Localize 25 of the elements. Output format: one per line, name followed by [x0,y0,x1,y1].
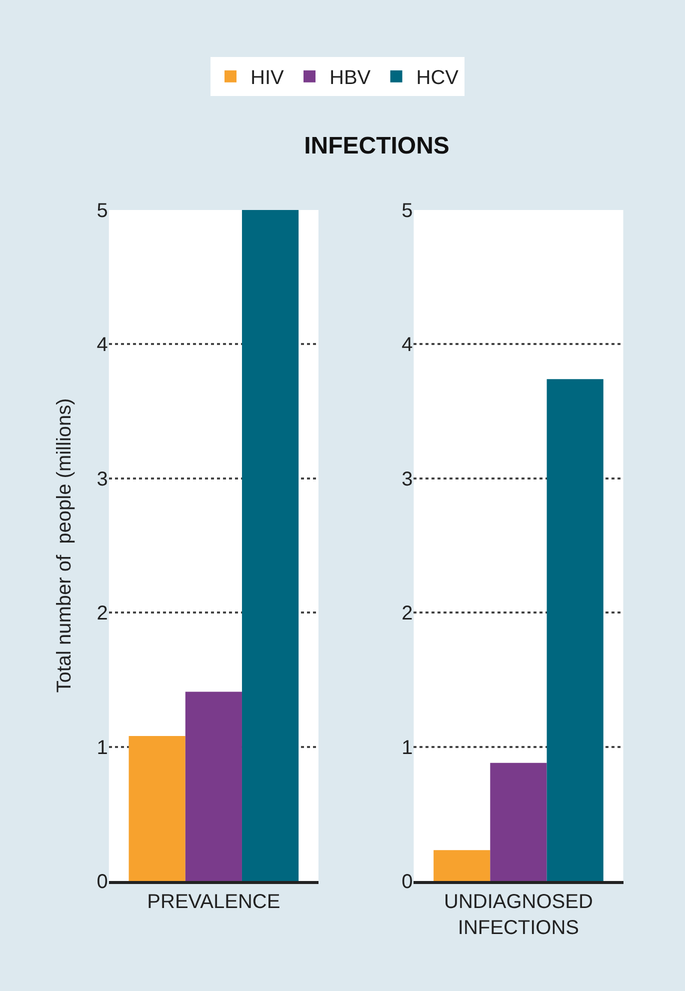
x-tick-label: PREVALENCE [147,891,280,913]
y-tick-label: 0 [96,871,108,893]
y-tick-label: 1 [402,736,413,759]
y-tick-label: 5 [402,200,413,222]
legend-label: HBV [330,67,372,90]
bar [128,736,186,881]
y-tick-label: 0 [402,871,413,893]
y-axis-title: Total number of people (millions) [53,398,76,693]
y-tick-label: 3 [96,468,108,490]
y-tick-label: 4 [402,334,413,356]
y-tick-label: 1 [96,736,108,759]
y-tick-label: 2 [96,602,108,625]
x-tick-label: UNDIAGNOSED INFECTIONS [444,891,593,939]
bar [185,692,242,881]
y-tick-label: 4 [96,334,108,356]
legend-label: HIV [250,67,284,90]
bar [546,379,604,881]
bar [434,850,490,881]
y-tick-label: 2 [402,602,413,625]
bar [242,210,299,881]
y-tick-label: 5 [96,200,108,222]
bar [490,762,547,881]
legend-label: HCV [416,67,460,90]
text: INFECTIONS [304,132,450,160]
y-tick-label: 3 [402,468,413,490]
